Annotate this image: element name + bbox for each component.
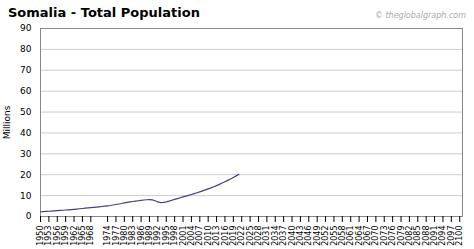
svg-text:1965: 1965 [78,225,87,246]
svg-text:70: 70 [20,65,32,75]
svg-text:Millions: Millions [2,105,12,139]
svg-text:2010: 2010 [203,225,213,246]
svg-text:2052: 2052 [321,225,331,246]
svg-text:2046: 2046 [304,225,314,246]
svg-text:10: 10 [20,190,32,200]
svg-text:80: 80 [20,44,32,54]
svg-text:2001: 2001 [178,225,188,246]
svg-text:1995: 1995 [161,225,171,246]
svg-text:1968: 1968 [86,226,95,246]
svg-text:1998: 1998 [170,225,180,246]
svg-text:2058: 2058 [337,225,347,246]
svg-text:50: 50 [20,107,32,117]
svg-text:2088: 2088 [421,225,431,246]
svg-text:2091: 2091 [430,225,440,246]
svg-text:2049: 2049 [312,225,322,246]
svg-text:1956: 1956 [52,225,62,246]
svg-text:2013: 2013 [212,225,222,246]
svg-text:2055: 2055 [329,225,339,246]
svg-text:2028: 2028 [254,225,263,246]
svg-text:1992: 1992 [153,225,163,246]
svg-text:2022: 2022 [237,225,247,246]
svg-text:30: 30 [20,149,32,159]
svg-text:90: 90 [20,23,32,33]
svg-text:1980: 1980 [119,225,129,246]
svg-text:2085: 2085 [413,225,423,246]
svg-text:2025: 2025 [245,225,255,246]
svg-text:1989: 1989 [145,225,155,246]
svg-text:1983: 1983 [128,225,138,246]
svg-text:1950: 1950 [36,225,46,246]
svg-text:1962: 1962 [69,225,79,246]
svg-text:1953: 1953 [44,225,54,246]
svg-text:1977: 1977 [111,225,121,246]
svg-text:2037: 2037 [279,225,289,246]
svg-text:40: 40 [20,128,32,138]
svg-text:1959: 1959 [61,225,71,246]
svg-text:2031: 2031 [262,225,272,246]
svg-text:2034: 2034 [270,225,280,246]
svg-text:20: 20 [20,170,32,180]
svg-text:2019: 2019 [228,225,238,246]
svg-text:2061: 2061 [346,225,356,246]
svg-text:2100: 2100 [455,226,464,246]
svg-text:2082: 2082 [405,225,414,246]
svg-text:0: 0 [26,211,32,221]
svg-text:2079: 2079 [396,225,406,246]
svg-text:2097: 2097 [446,225,456,246]
svg-text:2094: 2094 [438,225,448,246]
svg-text:2004: 2004 [187,225,196,246]
svg-text:2007: 2007 [195,225,205,246]
svg-text:2043: 2043 [296,225,305,246]
svg-text:2064: 2064 [354,225,364,246]
svg-text:2067: 2067 [363,225,372,246]
svg-text:2073: 2073 [379,225,389,246]
svg-text:1986: 1986 [136,225,146,246]
html-text:© theglobalgraph.com: © theglobalgraph.com [374,11,466,20]
svg-text:2076: 2076 [388,225,398,246]
svg-text:2070: 2070 [371,225,381,246]
svg-text:1974: 1974 [103,225,113,246]
svg-text:2016: 2016 [220,225,230,246]
html-text:Somalia - Total Population: Somalia - Total Population [8,5,200,20]
svg-text:60: 60 [20,86,32,96]
svg-text:2040: 2040 [287,225,297,246]
